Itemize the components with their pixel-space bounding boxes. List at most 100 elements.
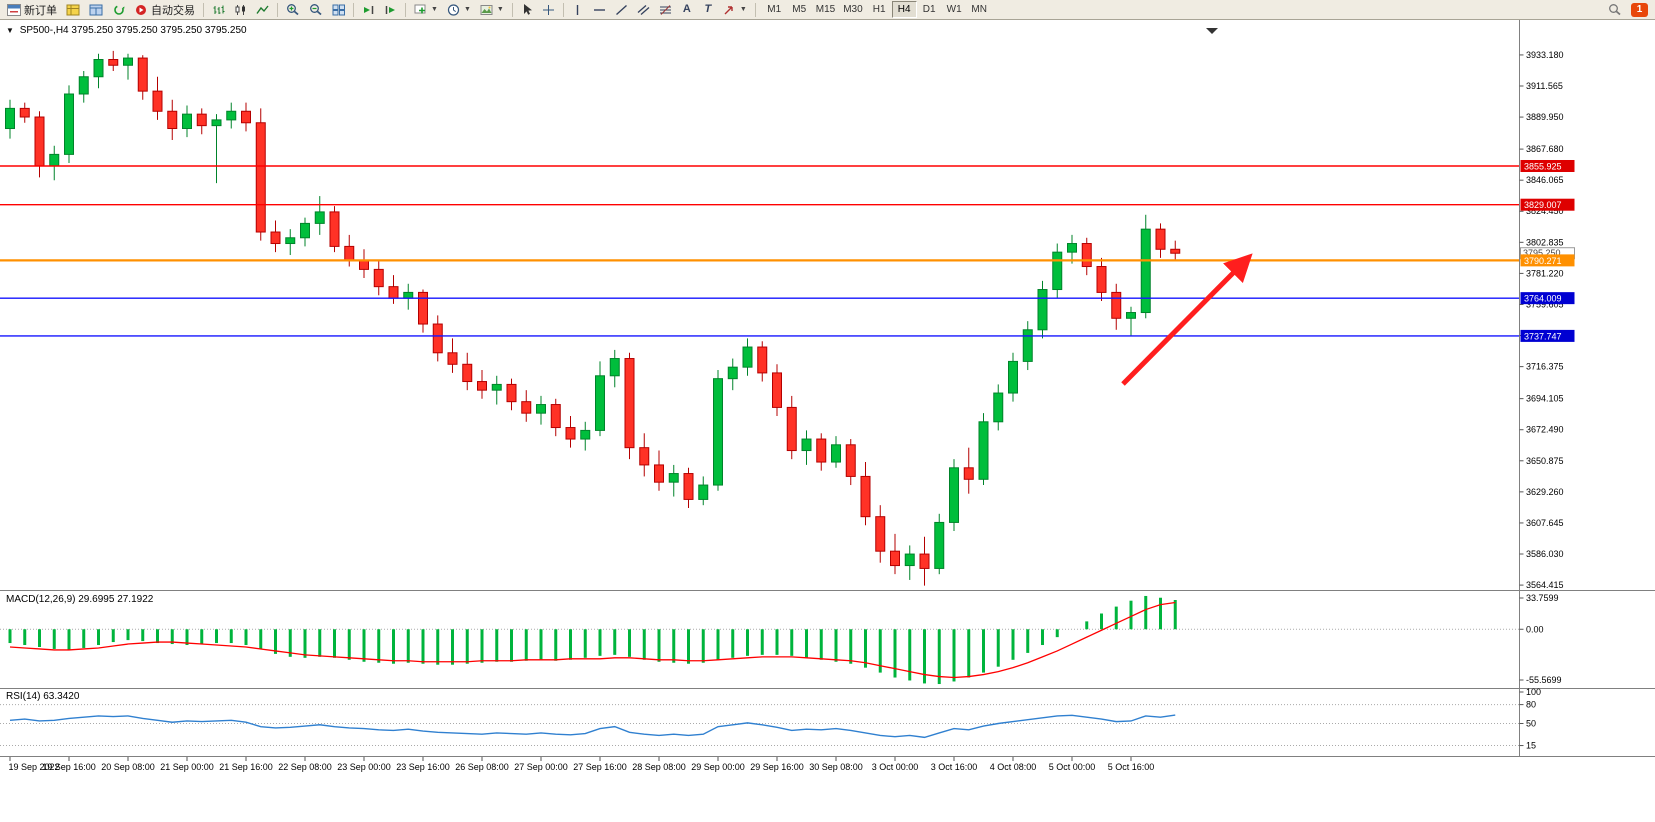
candle <box>447 352 458 365</box>
price-badge-text: 3790.271 <box>1524 256 1562 266</box>
macd-label: MACD(12,26,9) 29.6995 27.1922 <box>6 594 153 605</box>
crosshair-button[interactable] <box>538 1 559 19</box>
vertical-line-button[interactable] <box>568 1 588 19</box>
timeframe-h1-button[interactable]: H1 <box>867 1 892 18</box>
price-axis-label: 3867.680 <box>1526 144 1564 154</box>
candle <box>609 358 620 377</box>
trendline-icon <box>615 4 627 15</box>
horizontal-line-icon <box>593 8 605 11</box>
timeframe-w1-button[interactable]: W1 <box>942 1 967 18</box>
candle <box>462 363 473 383</box>
new-order-button[interactable]: 新订单 <box>3 1 61 19</box>
auto-trading-button[interactable]: 自动交易 <box>131 1 199 19</box>
text-tool-button[interactable]: A <box>677 1 697 19</box>
fibonacci-button[interactable] <box>655 1 676 19</box>
chart-shift-button[interactable] <box>380 1 401 19</box>
candle <box>860 475 871 518</box>
data-window-button[interactable] <box>85 1 107 19</box>
candlestick-chart-button[interactable] <box>230 1 251 19</box>
line-chart-button[interactable] <box>252 1 273 19</box>
candle <box>565 427 576 440</box>
rsi-axis-label: 100 <box>1526 687 1541 697</box>
time-axis-label: 21 Sep 16:00 <box>219 762 273 772</box>
rsi-name: RSI(14) <box>6 691 41 702</box>
periods-button[interactable]: ▼ <box>443 1 475 19</box>
template-icon <box>480 4 493 15</box>
auto-scroll-button[interactable] <box>358 1 379 19</box>
time-axis-label: 5 Oct 16:00 <box>1108 762 1155 772</box>
tile-windows-button[interactable] <box>328 1 349 19</box>
timeframe-m15-button[interactable]: M15 <box>812 1 839 18</box>
market-watch-icon <box>66 4 80 15</box>
zoom-in-button[interactable] <box>282 1 304 19</box>
candle <box>639 447 650 466</box>
rsi-line <box>9 714 1176 739</box>
arrows-tool-button[interactable]: ▼ <box>719 1 751 19</box>
time-axis-label: 3 Oct 16:00 <box>931 762 978 772</box>
price-badge-text: 3855.925 <box>1524 161 1562 171</box>
trendline-button[interactable] <box>611 1 632 19</box>
price-axis-label: 3759.605 <box>1526 299 1564 309</box>
notifications-button[interactable]: 1 <box>1627 1 1652 19</box>
macd-axis-label: -55.5699 <box>1526 675 1562 685</box>
chart-shift-marker[interactable] <box>1206 28 1218 34</box>
candle <box>875 516 886 552</box>
candle <box>329 211 340 247</box>
line-chart-icon <box>256 5 269 14</box>
candle <box>255 122 266 233</box>
timeframe-m30-button[interactable]: M30 <box>839 1 866 18</box>
toolbar-separator <box>754 2 756 17</box>
new-chart-button[interactable]: ▼ <box>410 1 442 19</box>
candle <box>890 550 900 567</box>
price-axis-label: 3672.490 <box>1526 425 1564 435</box>
search-button[interactable] <box>1604 1 1626 19</box>
timeframe-m5-button[interactable]: M5 <box>787 1 812 18</box>
candle <box>595 375 605 431</box>
price-axis-label: 3846.065 <box>1526 175 1564 185</box>
label-tool-button[interactable]: T <box>698 1 718 19</box>
candle <box>1096 266 1107 293</box>
candle <box>418 291 428 325</box>
search-icon <box>1609 4 1621 16</box>
price-axis-label: 3629.260 <box>1526 487 1564 497</box>
text-tool-icon: A <box>682 3 691 15</box>
timeframe-d1-button[interactable]: D1 <box>917 1 942 18</box>
timeframe-m1-button[interactable]: M1 <box>762 1 787 18</box>
candle <box>1008 360 1018 394</box>
top-toolbar: 新订单 自动交易 ▼ ▼ <box>0 0 1655 20</box>
candle <box>919 553 930 569</box>
timeframe-mn-button[interactable]: MN <box>967 1 992 18</box>
candle <box>373 268 384 288</box>
timeframe-h4-button[interactable]: H4 <box>891 1 917 18</box>
time-axis-label: 29 Sep 16:00 <box>750 762 804 772</box>
new-order-icon <box>7 3 21 16</box>
horizontal-line-button[interactable] <box>589 1 610 19</box>
clock-icon <box>447 3 460 16</box>
auto-trading-label: 自动交易 <box>151 4 195 17</box>
time-axis-label: 28 Sep 08:00 <box>632 762 686 772</box>
candle <box>801 438 812 452</box>
market-watch-button[interactable] <box>62 1 84 19</box>
notification-badge: 1 <box>1631 2 1648 17</box>
templates-button[interactable]: ▼ <box>476 1 508 19</box>
cursor-button[interactable] <box>517 1 537 19</box>
trend-arrow[interactable] <box>1121 253 1253 386</box>
time-axis-label: 3 Oct 00:00 <box>872 762 919 772</box>
price-axis-label: 3824.450 <box>1526 206 1564 216</box>
zoom-out-button[interactable] <box>305 1 327 19</box>
collapse-triangle-icon[interactable]: ▼ <box>6 26 14 35</box>
candle <box>1126 312 1136 319</box>
candle <box>1170 248 1181 254</box>
fibonacci-icon <box>659 4 671 15</box>
price-badge-blue <box>1520 329 1575 342</box>
time-axis-label: 21 Sep 00:00 <box>160 762 214 772</box>
candle <box>226 110 237 121</box>
equidistant-channel-button[interactable] <box>633 1 654 19</box>
time-axis-label: 4 Oct 08:00 <box>990 762 1037 772</box>
refresh-button[interactable] <box>108 1 130 19</box>
candle <box>1111 291 1122 319</box>
candle <box>196 113 207 127</box>
bar-chart-button[interactable] <box>208 1 229 19</box>
candle <box>831 444 841 463</box>
